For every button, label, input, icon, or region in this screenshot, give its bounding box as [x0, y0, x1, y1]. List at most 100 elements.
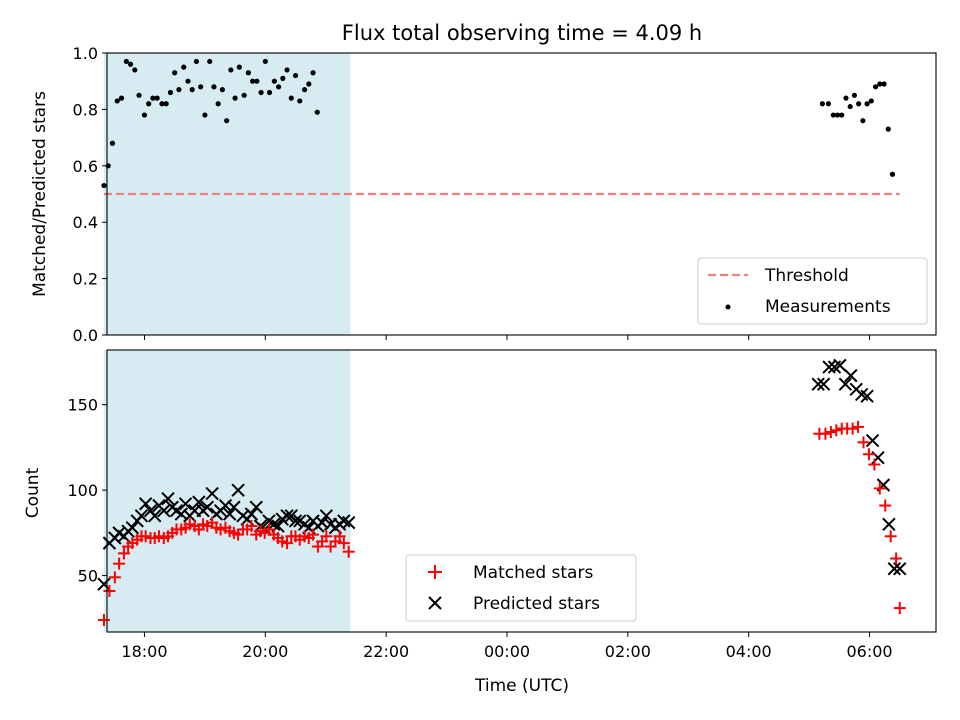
matched-star-point [103, 584, 116, 597]
measurement-point [843, 95, 849, 101]
count-y-axis-label: Count [23, 467, 43, 518]
y-tick-label: 1.0 [73, 44, 98, 63]
matched-star-point [884, 530, 897, 543]
predicted-star-point [288, 514, 303, 528]
predicted-star-point [822, 360, 836, 374]
measurement-point [856, 101, 862, 107]
predicted-star-point [205, 486, 219, 501]
measurement-point [141, 112, 148, 118]
ratio-panel: 0.0 0.2 0.4 0.6 0.8 1.0 Flux total observing … [30, 21, 937, 345]
measurement-point [132, 67, 138, 73]
measurement-point [245, 70, 251, 76]
x-tick-label: 18:00 [121, 642, 167, 661]
predicted-star-point [893, 562, 907, 576]
predicted-star-point [97, 577, 111, 591]
ratio-y-axis-label: Matched/Predicted stars [30, 91, 50, 297]
predicted-star-point [844, 368, 858, 383]
measurement-point [851, 92, 858, 98]
measurement-point [266, 89, 273, 96]
matched-star-point [337, 537, 350, 550]
y-tick-label: 0.2 [73, 270, 98, 289]
measurement-point [276, 84, 282, 90]
measurement-point [198, 84, 204, 90]
predicted-star-point [148, 509, 162, 523]
ratio-y-ticks: 0.0 0.2 0.4 0.6 0.8 1.0 [73, 44, 107, 345]
measurement-point [262, 58, 268, 65]
measurement-point [193, 58, 200, 65]
measurement-point [224, 118, 230, 124]
predicted-star-point [231, 483, 245, 497]
predicted-star-point [157, 503, 171, 518]
matched-star-point [97, 614, 110, 627]
matched-star-point [281, 537, 294, 550]
measurement-point [202, 112, 208, 118]
predicted-star-point [865, 433, 880, 448]
measurement-point [232, 95, 238, 101]
matched-star-point [117, 547, 130, 560]
predicted-star-point [138, 497, 153, 511]
y-tick-label: 100 [67, 481, 98, 500]
count-legend: Matched stars Predicted stars [405, 554, 637, 622]
measurement-point [819, 101, 826, 107]
measurement-point [211, 84, 217, 90]
ratio-legend-box [697, 257, 928, 325]
measurement-point [292, 72, 299, 79]
predicted-star-point [200, 500, 215, 514]
measurement-point [306, 81, 312, 87]
measurement-point [830, 112, 836, 118]
matched-star-point [852, 420, 865, 433]
count-observing-span [103, 350, 351, 632]
count-panel: 50 100 150 18:00 20:00 22:00 00:00 02:00 04:00 0… [23, 349, 937, 696]
measurement-point [250, 78, 256, 84]
measurement-point [167, 89, 174, 96]
matched-star-point [245, 520, 258, 533]
measurement-point [301, 87, 308, 93]
measurement-point [228, 67, 234, 73]
matched-star-point [113, 557, 126, 570]
predicted-star-point [244, 507, 259, 521]
measurement-point [258, 89, 264, 96]
x-tick-label: 04:00 [726, 642, 772, 661]
matched-star-point [857, 436, 870, 449]
measurement-point [864, 101, 870, 107]
count-y-ticks: 50 100 150 [67, 396, 107, 586]
measurement-point [189, 87, 195, 93]
matched-star-point [320, 530, 333, 543]
predicted-star-point [860, 389, 874, 403]
measurement-point [136, 92, 142, 98]
measurement-point [889, 171, 896, 177]
chart-title: Flux total observing time = 4.09 h [342, 21, 702, 45]
matched-star-point [868, 458, 881, 471]
measurement-point [839, 112, 845, 118]
measurement-point [834, 112, 841, 118]
count-x-ticks: 18:00 20:00 22:00 00:00 02:00 04:00 06:00 [121, 632, 893, 661]
measurement-point [181, 64, 187, 70]
measurement-point [109, 140, 116, 146]
measurement-point [207, 58, 213, 65]
measurement-point [872, 84, 879, 90]
measurement-point [101, 182, 107, 189]
matched-star-point [890, 552, 903, 565]
predicted-star-point [887, 562, 902, 576]
measurement-point [127, 61, 134, 67]
matched-star-point [333, 530, 346, 543]
matched-stars-points [97, 420, 906, 627]
measurement-point [215, 101, 221, 107]
legend-measurements-label: Measurements [765, 297, 891, 317]
measurement-point [825, 101, 832, 107]
measurement-point [241, 92, 247, 98]
y-tick-label: 0.8 [73, 100, 98, 119]
measurement-point [185, 78, 191, 84]
predicted-star-point [341, 515, 356, 530]
measurement-point [288, 95, 294, 101]
x-tick-label: 22:00 [363, 642, 409, 661]
measurement-point [280, 75, 286, 81]
legend-matched-label: Matched stars [473, 563, 593, 583]
predicted-star-point [337, 514, 351, 528]
x-tick-label: 06:00 [846, 642, 892, 661]
measurement-point [123, 58, 129, 65]
legend-measurements-swatch [725, 304, 731, 310]
ratio-panel-frame [106, 52, 937, 336]
measurement-point [114, 98, 120, 104]
count-panel-frame [106, 349, 937, 633]
